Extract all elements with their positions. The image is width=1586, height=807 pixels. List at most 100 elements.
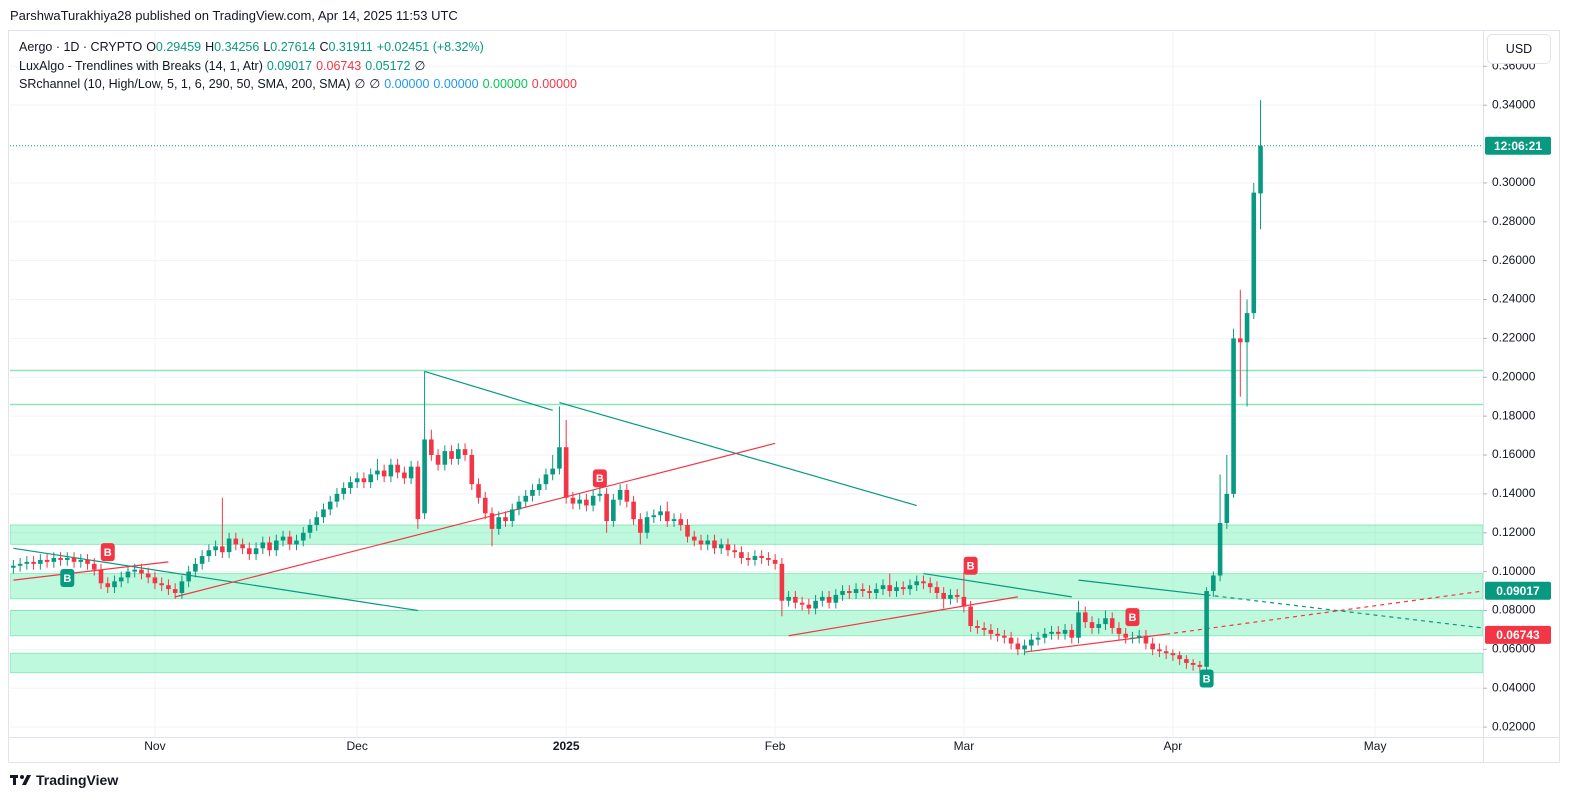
candle-body: [1143, 635, 1149, 644]
candle-body: [597, 493, 603, 496]
trendline: [1078, 579, 1207, 596]
brand: TradingView: [36, 772, 119, 788]
candle-body: [880, 585, 886, 590]
indicator-value: 0.00000: [433, 77, 479, 91]
candle-body: [617, 489, 623, 500]
candle-body: [894, 587, 899, 592]
candle-body: [503, 517, 508, 522]
candle-body: [651, 515, 657, 518]
legend-row: SRchannel (10, High/Low, 5, 1, 6, 290, 5…: [19, 75, 581, 94]
candle-body: [327, 501, 333, 510]
candle-body: [152, 577, 158, 584]
candle-body: [1082, 612, 1088, 623]
currency-button[interactable]: USD: [1487, 34, 1551, 64]
candle-body: [435, 454, 441, 465]
indicator-value: 0.00000: [482, 77, 528, 91]
candle-body: [981, 627, 987, 630]
indicator-value: ∅: [414, 58, 426, 73]
ohlc-label: L: [263, 40, 271, 54]
price-label-box: [1485, 581, 1551, 600]
candle-body: [1211, 575, 1216, 592]
trendline: [1166, 590, 1483, 635]
candle-body: [361, 478, 367, 483]
candle-body: [1150, 643, 1155, 650]
candle-body: [887, 585, 893, 592]
candle-body: [267, 542, 272, 551]
candle-body: [671, 519, 677, 522]
candle-body: [550, 468, 555, 475]
break-label: B: [104, 547, 112, 559]
candle-body: [530, 489, 535, 496]
candle-body: [725, 544, 731, 551]
candle-body: [570, 497, 576, 504]
candle-body: [186, 571, 191, 582]
candle-body: [44, 559, 50, 562]
indicator-name: SRchannel (10, High/Low, 5, 1, 6, 290, 5…: [19, 77, 351, 91]
candle-body: [927, 583, 933, 588]
candle-body: [644, 517, 650, 533]
candle-body: [78, 559, 84, 562]
candle-body: [1076, 612, 1081, 638]
candle-body: [867, 591, 872, 593]
indicator-value: ∅: [369, 77, 381, 91]
candle-body: [132, 569, 138, 572]
candle-body: [934, 587, 940, 593]
candle-body: [1049, 631, 1054, 634]
candle-body: [1002, 635, 1007, 638]
candle-body: [954, 594, 960, 597]
candle-body: [739, 552, 744, 559]
candle-body: [584, 499, 589, 506]
ohlc-label: H: [205, 40, 215, 54]
ohlc-value: 0.29459: [155, 40, 202, 54]
candle-body: [968, 606, 973, 627]
candle-body: [1231, 338, 1236, 494]
indicator-value: 0.06743: [316, 58, 362, 73]
y-tick-label: 0.22000: [1492, 331, 1536, 345]
candle-body: [1258, 145, 1263, 194]
published-line: ParshwaTurakhiya28 published on TradingV…: [10, 8, 458, 23]
candle-body: [813, 600, 818, 609]
candle-body: [71, 558, 77, 562]
candle-body: [563, 447, 569, 498]
break-label: B: [1203, 673, 1211, 685]
candle-body: [482, 497, 488, 514]
candle-body: [1157, 649, 1162, 652]
candle-body: [220, 546, 225, 553]
sr-zone: [10, 524, 1483, 545]
candle-body: [1062, 629, 1068, 634]
y-tick-label: 0.20000: [1492, 369, 1536, 383]
candle-body: [206, 550, 212, 557]
candle-body: [631, 501, 636, 520]
candle-body: [1069, 629, 1075, 638]
candle-body: [381, 470, 387, 477]
candle-body: [213, 546, 218, 551]
candle-body: [685, 524, 690, 537]
y-tick-label: 0.18000: [1492, 408, 1536, 422]
x-tick-label: Dec: [347, 739, 368, 753]
indicator-value: 0.00000: [531, 77, 577, 91]
candle-body: [442, 451, 448, 465]
candle-body: [1190, 662, 1196, 665]
candle-body: [253, 548, 259, 555]
y-tick-label: 0.14000: [1492, 486, 1536, 500]
candle-body: [1184, 659, 1189, 663]
x-tick-label: Apr: [1164, 739, 1183, 753]
y-tick-label: 0.34000: [1492, 97, 1536, 111]
candle-body: [17, 563, 23, 566]
ohlc-value: 0.34256: [214, 40, 260, 54]
break-label: B: [596, 473, 604, 485]
candle-body: [91, 563, 97, 570]
change: +0.02451 (+8.32%): [376, 40, 484, 54]
candle-body: [759, 556, 764, 559]
break-label-box: [592, 469, 607, 488]
indicator-value: 0.00000: [384, 77, 430, 91]
candle-body: [732, 550, 738, 553]
candle-body: [921, 581, 926, 584]
sr-zone: [10, 652, 1483, 674]
candle-body: [860, 589, 866, 592]
candle-body: [638, 519, 643, 533]
candle-body: [429, 439, 434, 455]
candle-body: [287, 536, 293, 545]
legend-row: LuxAlgo - Trendlines with Breaks (14, 1,…: [19, 57, 581, 76]
